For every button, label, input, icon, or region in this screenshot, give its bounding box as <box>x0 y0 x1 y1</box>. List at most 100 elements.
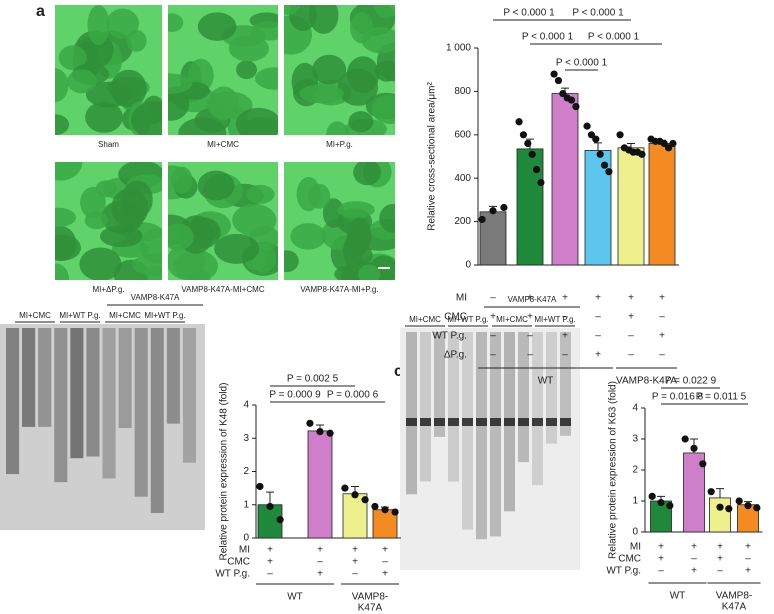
y-axis-label: Relative cross-sectional area/μm² <box>427 82 438 231</box>
data-point <box>519 131 528 139</box>
data-point <box>735 497 743 505</box>
condition-sign: – <box>562 312 568 323</box>
micrograph-caption: MI+CMC <box>207 140 239 149</box>
micrograph <box>284 162 395 280</box>
cell <box>55 68 69 103</box>
data-point <box>616 131 624 139</box>
data-point <box>669 139 677 148</box>
micrograph <box>168 5 278 135</box>
cell <box>168 223 194 251</box>
data-point <box>528 150 536 158</box>
condition-sign: + <box>352 545 358 556</box>
micrograph <box>55 162 162 280</box>
y-tick-label: 4 <box>632 403 638 414</box>
condition-sign: – <box>527 331 533 342</box>
y-tick-label: 2 <box>243 466 249 477</box>
condition-sign: – <box>717 566 723 577</box>
bar <box>516 148 544 266</box>
cell <box>80 186 106 219</box>
p-value: P < 0.000 1 <box>522 32 574 43</box>
cell <box>55 207 77 228</box>
data-point <box>664 144 673 152</box>
condition-sign: – <box>745 554 751 565</box>
lane <box>406 332 417 495</box>
y-axis-label: Relative protein expression of K48 (fold… <box>219 383 230 561</box>
p-value: P = 0.016 8 <box>652 392 704 403</box>
cell <box>189 270 211 280</box>
data-point <box>744 502 752 510</box>
condition-sign: – <box>490 350 496 361</box>
data-point <box>326 429 334 437</box>
error-bar <box>594 142 602 151</box>
bar <box>709 497 731 533</box>
lane <box>118 328 132 429</box>
band <box>490 418 501 426</box>
lane-label: MI+WT P.g. <box>59 311 100 320</box>
micrograph <box>284 5 395 135</box>
cell <box>126 29 147 52</box>
cell <box>296 176 321 212</box>
cell <box>55 234 82 261</box>
cell <box>85 81 133 108</box>
data-point <box>666 502 674 510</box>
data-point <box>657 498 665 507</box>
lane <box>54 328 68 483</box>
lane <box>476 332 487 540</box>
lane <box>86 328 100 457</box>
condition-label: WT P.g. <box>606 566 641 577</box>
condition-sign: + <box>527 293 533 304</box>
lane <box>532 332 543 486</box>
group-label: VAMP8- <box>716 591 753 602</box>
lane-label: MI+CMC <box>409 315 441 324</box>
condition-sign: + <box>352 557 358 568</box>
cell <box>312 54 347 85</box>
cell <box>85 101 123 133</box>
cell <box>208 86 239 121</box>
lane <box>182 328 196 463</box>
condition-sign: + <box>658 554 664 565</box>
condition-sign: + <box>562 331 568 342</box>
band <box>560 418 571 426</box>
condition-sign: + <box>717 542 723 553</box>
condition-sign: + <box>382 545 388 556</box>
lane-label: MI+CMC <box>109 311 141 320</box>
micrograph-caption: VAMP8-K47A-MI+CMC <box>181 285 264 294</box>
lane <box>166 328 180 424</box>
condition-sign: – <box>267 569 273 580</box>
p-value: P < 0.000 1 <box>588 32 640 43</box>
data-point <box>596 150 604 158</box>
cell <box>184 217 221 249</box>
cell <box>350 12 374 44</box>
y-tick-label: 600 <box>454 129 471 140</box>
condition-sign: + <box>745 566 751 577</box>
blot-header: VAMP8-K47A <box>508 295 557 304</box>
lane <box>560 332 571 436</box>
bar <box>617 147 645 266</box>
y-tick-label: 400 <box>454 173 471 184</box>
data-point <box>648 492 656 500</box>
condition-sign: + <box>659 331 665 342</box>
condition-label: ΔP.g. <box>444 350 467 361</box>
lane <box>38 328 52 427</box>
data-point <box>605 168 613 176</box>
data-point <box>500 203 508 212</box>
condition-sign: – <box>382 557 388 568</box>
panel-label: c <box>394 363 403 380</box>
condition-sign: + <box>595 350 601 361</box>
data-point <box>316 428 324 436</box>
condition-label: CMC <box>227 557 250 568</box>
lane <box>70 328 84 459</box>
data-point <box>681 435 689 443</box>
cell <box>55 263 70 280</box>
cell <box>58 45 87 71</box>
data-point <box>276 516 284 524</box>
condition-sign: – <box>562 350 568 361</box>
group-label: K47A <box>722 602 747 613</box>
micrograph-caption: MI+P.g. <box>326 140 353 149</box>
data-point <box>660 139 668 148</box>
data-point <box>554 76 563 85</box>
data-point <box>638 150 646 158</box>
cell <box>228 35 269 62</box>
condition-sign: + <box>267 545 273 556</box>
p-value: P = 0.002 5 <box>287 374 339 385</box>
